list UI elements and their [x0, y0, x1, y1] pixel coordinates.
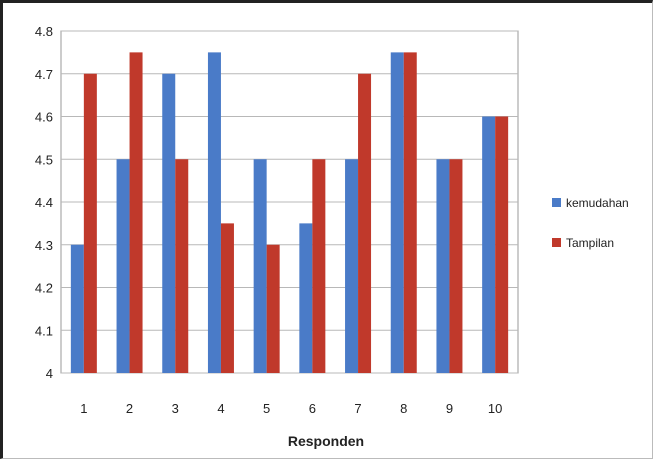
bar-kemudahan-6 [299, 223, 313, 373]
legend: kemudahan Tampilan [552, 196, 629, 250]
bar-kemudahan-7 [345, 159, 359, 373]
legend-label-tampilan: Tampilan [566, 236, 614, 250]
y-tick-label: 4.5 [35, 152, 53, 167]
bar-kemudahan-1 [70, 244, 84, 373]
x-tick-label: 2 [126, 401, 133, 416]
bar-tampilan-7 [358, 73, 372, 373]
x-tick-label: 5 [263, 401, 270, 416]
y-tick-label: 4.1 [35, 323, 53, 338]
y-tick-label: 4.4 [35, 195, 53, 210]
legend-label-kemudahan: kemudahan [566, 196, 629, 210]
bar-tampilan-10 [495, 116, 509, 373]
bar-tampilan-3 [175, 159, 189, 373]
bar-tampilan-6 [312, 159, 326, 373]
bars [70, 52, 509, 373]
x-axis-title: Responden [288, 433, 364, 449]
bar-tampilan-9 [449, 159, 463, 373]
bar-kemudahan-8 [390, 52, 404, 373]
axes: 4 4.1 4.2 4.3 4.4 4.5 4.6 4.7 4.8 1 2 3 4 5 6 7 8 9 10 [35, 24, 502, 416]
bar-tampilan-1 [83, 73, 97, 373]
x-tick-label: 7 [354, 401, 361, 416]
bar-tampilan-8 [403, 52, 417, 373]
x-tick-label: 9 [446, 401, 453, 416]
bar-kemudahan-5 [253, 159, 267, 373]
bar-tampilan-4 [220, 223, 234, 373]
bar-tampilan-2 [129, 52, 143, 373]
y-tick-label: 4.7 [35, 67, 53, 82]
x-tick-label: 1 [80, 401, 87, 416]
bar-kemudahan-10 [482, 116, 496, 373]
y-tick-label: 4.3 [35, 238, 53, 253]
bar-kemudahan-4 [207, 52, 221, 373]
legend-swatch-kemudahan [552, 198, 561, 207]
bar-chart: 4 4.1 4.2 4.3 4.4 4.5 4.6 4.7 4.8 1 2 3 4 5 6 7 8 9 10 Res… [35, 24, 629, 449]
bar-kemudahan-2 [116, 159, 130, 373]
bar-kemudahan-3 [162, 73, 176, 373]
x-tick-label: 8 [400, 401, 407, 416]
x-tick-label: 3 [172, 401, 179, 416]
y-tick-label: 4 [46, 366, 53, 381]
bar-kemudahan-9 [436, 159, 450, 373]
x-tick-label: 10 [488, 401, 502, 416]
legend-swatch-tampilan [552, 238, 561, 247]
bar-tampilan-5 [266, 244, 280, 373]
x-tick-label: 6 [309, 401, 316, 416]
x-tick-label: 4 [217, 401, 224, 416]
y-tick-label: 4.6 [35, 110, 53, 125]
y-tick-label: 4.2 [35, 281, 53, 296]
y-tick-label: 4.8 [35, 24, 53, 39]
